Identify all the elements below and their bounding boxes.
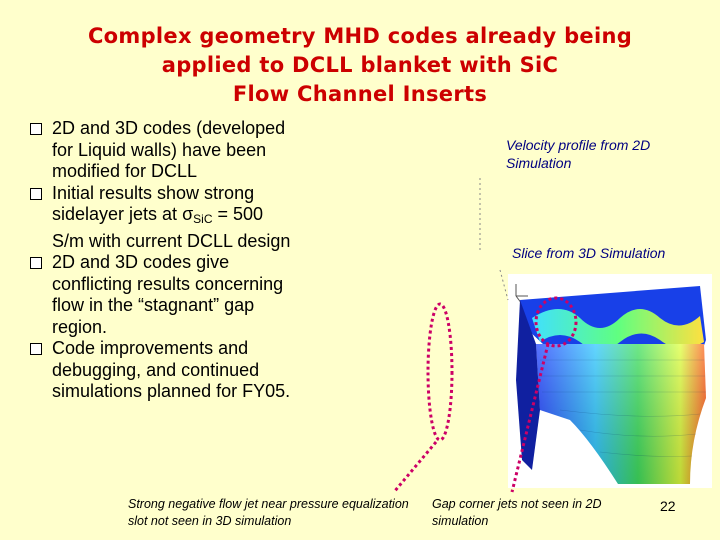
negative-jet-pointer-line xyxy=(392,441,438,493)
gap-corner-pointer-line xyxy=(510,343,550,493)
negative-jet-caption: Strong negative flow jet near pressure e… xyxy=(128,497,409,528)
bullet-list: 2D and 3D codes (developed for Liquid wa… xyxy=(30,118,300,403)
title-line-2: applied to DCLL blanket with SiC xyxy=(161,53,559,77)
bullet-text-continued: = 500 S/m with current DCLL design xyxy=(52,204,291,251)
bullet-item: 2D and 3D codes give conflicting results… xyxy=(30,252,300,338)
bullet-text: Initial results show strong sidelayer je… xyxy=(52,182,255,225)
gap-corner-highlight-ellipse xyxy=(534,296,578,348)
bullet-text: 2D and 3D codes give conflicting results… xyxy=(52,252,284,337)
bullet-text: Code improvements and debugging, and con… xyxy=(52,338,291,401)
side-wall-surface xyxy=(516,300,540,470)
bullet-item: Initial results show strong sidelayer je… xyxy=(30,183,300,253)
dashed-guide-lines xyxy=(479,178,509,301)
title-line-3: Flow Channel Inserts xyxy=(232,82,488,106)
title-line-1: Complex geometry MHD codes already being xyxy=(87,24,633,48)
velocity-profile-caption: Velocity profile from 2D Simulation xyxy=(506,137,651,171)
sigma-symbol: σ xyxy=(182,204,194,224)
slice-3d-caption: Slice from 3D Simulation xyxy=(512,245,666,261)
bullet-item: Code improvements and debugging, and con… xyxy=(30,338,300,403)
checkbox-bullet-icon xyxy=(30,187,42,200)
slide-title: Complex geometry MHD codes already being… xyxy=(40,22,680,109)
checkbox-bullet-icon xyxy=(30,257,42,269)
gap-corner-caption: Gap corner jets not seen in 2D simulatio… xyxy=(432,497,602,528)
bullet-text: 2D and 3D codes (developed for Liquid wa… xyxy=(52,118,286,181)
sigma-subscript: SiC xyxy=(193,212,213,226)
checkbox-bullet-icon xyxy=(30,343,42,355)
simulation-3d-plot xyxy=(508,274,712,488)
checkbox-bullet-icon xyxy=(30,123,42,135)
highlight-annotations xyxy=(392,296,578,493)
page-number: 22 xyxy=(660,498,676,514)
back-wall-surface xyxy=(520,286,706,360)
bullet-item: 2D and 3D codes (developed for Liquid wa… xyxy=(30,118,300,183)
negative-jet-highlight-ellipse xyxy=(426,302,454,442)
